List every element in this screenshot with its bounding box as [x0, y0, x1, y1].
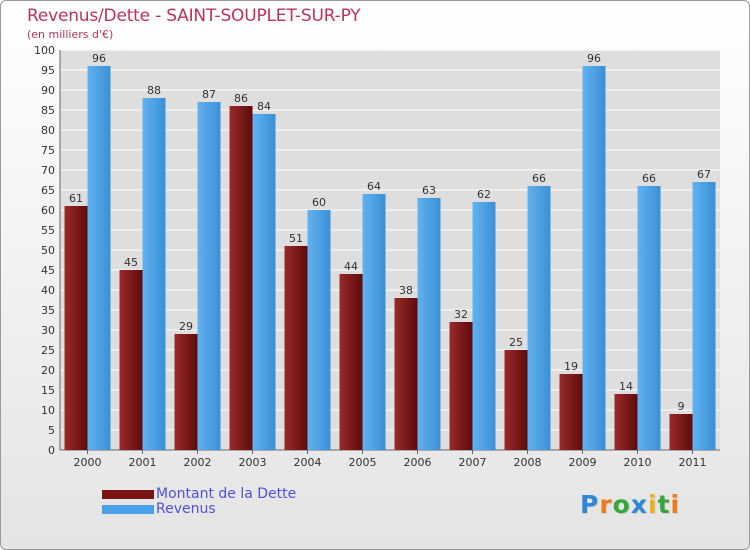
y-tick-label: 95: [41, 64, 55, 77]
x-tick-label: 2009: [569, 456, 597, 469]
bar-dette: [284, 246, 308, 450]
data-label-dette: 29: [179, 320, 193, 333]
bar-dette: [339, 274, 363, 450]
bar-revenus: [472, 202, 496, 450]
x-tick-label: 2003: [239, 456, 267, 469]
data-label-dette: 86: [234, 92, 248, 105]
data-label-dette: 44: [344, 260, 358, 273]
bar-revenus: [637, 186, 661, 450]
data-label-dette: 19: [564, 360, 578, 373]
chart-subtitle: (en milliers d'€): [27, 28, 114, 41]
logo-letter-3: x: [630, 490, 648, 519]
y-tick-label: 10: [41, 404, 55, 417]
legend-swatch-dette: [102, 489, 154, 499]
data-label-revenus: 66: [532, 172, 546, 185]
legend-item-dette: Montant de la Dette: [102, 486, 296, 502]
data-label-revenus: 64: [367, 180, 381, 193]
data-label-revenus: 96: [587, 52, 601, 65]
data-label-dette: 45: [124, 256, 138, 269]
bar-revenus: [527, 186, 551, 450]
y-tick-label: 20: [41, 364, 55, 377]
data-label-dette: 32: [454, 308, 468, 321]
x-tick-label: 2007: [459, 456, 487, 469]
chart-title: Revenus/Dette - SAINT-SOUPLET-SUR-PY: [27, 6, 361, 26]
y-tick-label: 35: [41, 304, 55, 317]
x-tick-label: 2005: [349, 456, 377, 469]
x-tick-label: 2001: [129, 456, 157, 469]
bar-revenus: [142, 98, 166, 450]
data-label-revenus: 63: [422, 184, 436, 197]
bar-dette: [174, 334, 198, 450]
x-tick-label: 2002: [184, 456, 212, 469]
legend-item-revenus: Revenus: [102, 501, 216, 517]
data-label-revenus: 87: [202, 88, 216, 101]
y-tick-label: 65: [41, 184, 55, 197]
logo-letter-0: P: [580, 490, 600, 519]
data-label-revenus: 60: [312, 196, 326, 209]
logo-letter-5: t: [657, 490, 671, 519]
legend-swatch-revenus: [102, 504, 154, 514]
bar-revenus: [252, 114, 276, 450]
bar-dette: [229, 106, 253, 450]
x-tick-label: 2000: [74, 456, 102, 469]
legend-label-revenus: Revenus: [156, 501, 216, 517]
x-tick-label: 2010: [624, 456, 652, 469]
y-tick-label: 45: [41, 264, 55, 277]
y-tick-label: 25: [41, 344, 55, 357]
bar-dette: [394, 298, 418, 450]
bar-dette: [119, 270, 143, 450]
legend-label-dette: Montant de la Dette: [156, 486, 297, 502]
y-tick-label: 5: [48, 424, 55, 437]
y-tick-label: 90: [41, 84, 55, 97]
bar-revenus: [197, 102, 221, 450]
y-tick-label: 85: [41, 104, 55, 117]
bar-revenus: [87, 66, 111, 450]
y-tick-label: 75: [41, 144, 55, 157]
proxiti-logo: Proxiti: [580, 490, 680, 519]
y-tick-label: 80: [41, 124, 55, 137]
bar-dette: [504, 350, 528, 450]
data-label-dette: 25: [509, 336, 523, 349]
y-tick-label: 70: [41, 164, 55, 177]
bar-revenus: [582, 66, 606, 450]
y-tick-label: 30: [41, 324, 55, 337]
data-label-revenus: 66: [642, 172, 656, 185]
bar-dette: [449, 322, 473, 450]
y-tick-label: 100: [34, 44, 55, 57]
bar-dette: [559, 374, 583, 450]
data-label-dette: 9: [678, 400, 685, 413]
logo-letter-1: r: [599, 490, 613, 519]
bar-revenus: [362, 194, 386, 450]
y-tick-label: 15: [41, 384, 55, 397]
data-label-dette: 38: [399, 284, 413, 297]
data-label-revenus: 88: [147, 84, 161, 97]
data-label-dette: 61: [69, 192, 83, 205]
data-label-revenus: 67: [697, 168, 711, 181]
bar-dette: [64, 206, 88, 450]
x-tick-label: 2006: [404, 456, 432, 469]
y-tick-label: 55: [41, 224, 55, 237]
logo-letter-2: o: [612, 490, 631, 519]
y-tick-label: 0: [48, 444, 55, 457]
data-label-revenus: 96: [92, 52, 106, 65]
y-tick-label: 60: [41, 204, 55, 217]
y-tick-label: 50: [41, 244, 55, 257]
bar-revenus: [692, 182, 716, 450]
data-label-revenus: 62: [477, 188, 491, 201]
bar-dette: [669, 414, 693, 450]
bar-dette: [614, 394, 638, 450]
bar-revenus: [307, 210, 331, 450]
bar-revenus: [417, 198, 441, 450]
data-label-dette: 51: [289, 232, 303, 245]
x-tick-label: 2004: [294, 456, 322, 469]
logo-letter-4: i: [648, 490, 658, 519]
data-label-revenus: 84: [257, 100, 271, 113]
data-label-dette: 14: [619, 380, 633, 393]
x-tick-label: 2008: [514, 456, 542, 469]
logo-letter-6: i: [670, 490, 681, 519]
y-tick-label: 40: [41, 284, 55, 297]
x-tick-label: 2011: [679, 456, 707, 469]
